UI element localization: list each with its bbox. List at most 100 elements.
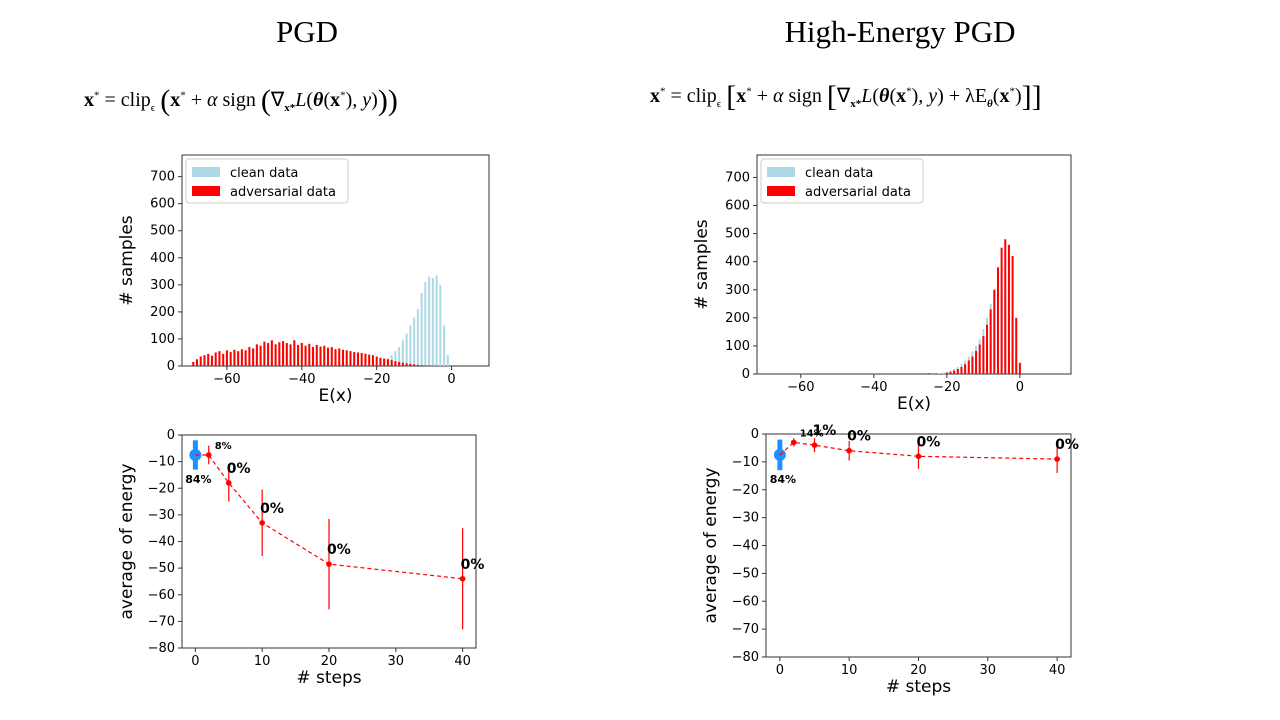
pgd-histogram-bar-adversarial-data — [323, 345, 326, 366]
pgd-energy-ytick-label: −80 — [148, 641, 175, 656]
he-pgd-energy-point-label: 0% — [1055, 437, 1079, 453]
he-pgd-histogram-bar-clean-data — [942, 372, 945, 374]
he-pgd-energy-point-label: 0% — [917, 434, 941, 450]
pgd-energy-point — [225, 480, 232, 486]
pgd-histogram-bar-adversarial-data — [222, 353, 225, 366]
he-pgd-histogram-bar-adversarial-data — [956, 368, 959, 374]
pgd-histogram-bar-clean-data — [439, 284, 442, 366]
he-pgd-histogram-bar-adversarial-data — [1000, 247, 1003, 374]
he-pgd-histogram-legend-label: adversarial data — [805, 185, 911, 200]
pgd-histogram-xtick-label: −60 — [213, 372, 240, 387]
pgd-histogram-ytick-label: 200 — [150, 305, 175, 320]
he-pgd-histogram-ytick-label: 700 — [725, 170, 750, 185]
pgd-histogram-bar-clean-data — [428, 276, 431, 366]
pgd-energy-ytick-label: −70 — [148, 614, 175, 629]
pgd-histogram-bar-adversarial-data — [405, 363, 408, 366]
pgd-histogram-ylabel: # samples — [117, 215, 137, 305]
pgd-histogram-bar-adversarial-data — [353, 351, 356, 366]
he-pgd-energy-point — [1054, 456, 1060, 462]
pgd-histogram-bar-adversarial-data — [233, 349, 236, 366]
pgd-energy-ytick-label: 0 — [167, 428, 175, 443]
pgd-histogram-bar-clean-data — [398, 347, 401, 366]
pgd-histogram-bar-adversarial-data — [214, 352, 217, 366]
pgd-histogram-bar-adversarial-data — [401, 362, 404, 366]
pgd-energy-ytick-label: −60 — [148, 588, 175, 603]
he-pgd-histogram-bar-adversarial-data — [964, 364, 967, 374]
pgd-histogram-bar-clean-data — [394, 351, 397, 366]
pgd-energy-point-label: 0% — [327, 542, 351, 558]
pgd-histogram-bar-adversarial-data — [330, 347, 333, 366]
pgd-histogram-bar-adversarial-data — [398, 361, 401, 366]
he-pgd-energy-xtick-label: 40 — [1049, 663, 1066, 678]
he-pgd-histogram-ytick-label: 300 — [725, 283, 750, 298]
pgd-energy-point-label: 8% — [215, 441, 232, 452]
he-pgd-histogram-bar-adversarial-data — [960, 366, 963, 374]
he-pgd-histogram-bar-adversarial-data — [1018, 362, 1021, 374]
he-pgd-energy-xlabel: # steps — [886, 677, 951, 697]
pgd-histogram-bar-adversarial-data — [424, 365, 427, 366]
he-pgd-histogram-bar-adversarial-data — [1011, 256, 1014, 374]
pgd-histogram-bar-adversarial-data — [195, 359, 199, 366]
pgd-histogram-ytick-label: 0 — [167, 359, 175, 374]
he-pgd-histogram-xlabel: E(x) — [897, 394, 931, 414]
pgd-histogram-bar-adversarial-data — [312, 347, 315, 366]
pgd-energy-clean-label: 84% — [185, 473, 211, 486]
pgd-histogram-bar-adversarial-data — [319, 346, 322, 366]
pgd-histogram-bar-adversarial-data — [207, 353, 210, 366]
pgd-histogram-bar-adversarial-data — [304, 345, 307, 366]
pgd-histogram-bar-adversarial-data — [297, 344, 300, 366]
he-pgd-histogram-bar-adversarial-data — [927, 373, 930, 374]
he-pgd-histogram-xtick-label: −60 — [787, 380, 814, 395]
he-pgd-histogram-bar-adversarial-data — [986, 324, 989, 374]
pgd-energy-ylabel: average of energy — [117, 463, 137, 619]
pgd-histogram-bar-clean-data — [424, 282, 427, 366]
pgd-histogram-bar-adversarial-data — [416, 364, 419, 366]
he-pgd-energy-xtick-label: 10 — [841, 663, 858, 678]
pgd-energy-xtick-label: 10 — [254, 654, 271, 669]
pgd-histogram-bar-adversarial-data — [409, 363, 412, 366]
pgd-energy-ytick-label: −10 — [148, 455, 175, 470]
pgd-histogram-xtick-label: −20 — [363, 372, 390, 387]
he-pgd-formula: x* = clipϵ [x* + α sign [∇x*L(θ(x*), y) … — [650, 80, 1042, 113]
he-pgd-energy-point-label: 1% — [813, 423, 837, 439]
he-pgd-energy-series-line — [779, 441, 1058, 460]
he-pgd-energy-ytick-label: −60 — [732, 594, 759, 609]
pgd-energy-point — [259, 520, 265, 526]
he-pgd-histogram-legend-label: clean data — [805, 166, 873, 181]
he-pgd-histogram-ytick-label: 200 — [725, 311, 750, 326]
pgd-histogram-bar-clean-data — [443, 325, 446, 366]
he-pgd-energy-ytick-label: −70 — [732, 622, 759, 637]
he-pgd-histogram-bar-adversarial-data — [953, 370, 956, 374]
he-pgd-histogram-bar-adversarial-data — [945, 372, 948, 374]
pgd-histogram-legend-label: clean data — [230, 166, 298, 181]
pgd-histogram-bar-adversarial-data — [345, 350, 348, 366]
he-pgd-energy-ytick-label: −80 — [732, 650, 759, 665]
pgd-histogram-bar-adversarial-data — [308, 343, 311, 366]
pgd-histogram-bar-adversarial-data — [263, 341, 266, 366]
pgd-histogram-bar-adversarial-data — [394, 361, 397, 366]
pgd-energy-point-label: 0% — [461, 557, 485, 573]
pgd-histogram-bar-adversarial-data — [218, 351, 221, 366]
he-pgd-title: High-Energy PGD — [784, 14, 1016, 49]
he-pgd-energy-xtick-label: 0 — [776, 663, 784, 678]
pgd-histogram-bar-adversarial-data — [360, 353, 363, 366]
pgd-histogram-bar-adversarial-data — [252, 348, 255, 366]
pgd-histogram-ytick-label: 300 — [150, 278, 175, 293]
pgd-histogram-bar-adversarial-data — [386, 359, 389, 366]
pgd-histogram-bar-adversarial-data — [334, 349, 337, 366]
he-pgd-histogram-legend — [760, 158, 924, 204]
he-pgd-histogram-bar-adversarial-data — [971, 356, 974, 374]
pgd-energy-point — [205, 452, 212, 458]
pgd-histogram-bar-adversarial-data — [285, 343, 288, 366]
he-pgd-energy-xtick-label: 20 — [910, 663, 927, 678]
he-pgd-energy-ytick-label: −40 — [732, 539, 759, 554]
pgd-histogram-ytick-label: 100 — [150, 332, 175, 347]
pgd-histogram-bar-adversarial-data — [420, 365, 423, 366]
pgd-energy-ytick-label: −40 — [148, 535, 175, 550]
pgd-histogram-bar-adversarial-data — [270, 340, 273, 366]
pgd-histogram-bar-adversarial-data — [237, 351, 240, 366]
pgd-histogram-bar-clean-data — [431, 278, 434, 366]
pgd-histogram-legend-label: adversarial data — [230, 185, 336, 200]
he-pgd-histogram-bar-adversarial-data — [967, 360, 970, 374]
